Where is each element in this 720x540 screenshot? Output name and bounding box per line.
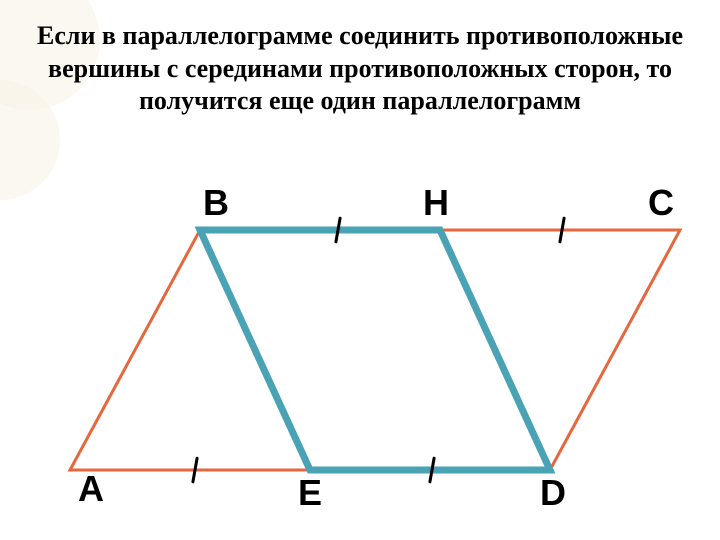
label-d: D (540, 472, 566, 514)
slide: Если в параллелограмме соединить противо… (0, 0, 720, 540)
label-c: C (648, 182, 674, 224)
label-h: H (423, 182, 449, 224)
label-e: E (298, 472, 322, 514)
label-b: B (203, 182, 229, 224)
parallelogram-diagram (0, 0, 720, 540)
label-a: A (78, 468, 104, 510)
